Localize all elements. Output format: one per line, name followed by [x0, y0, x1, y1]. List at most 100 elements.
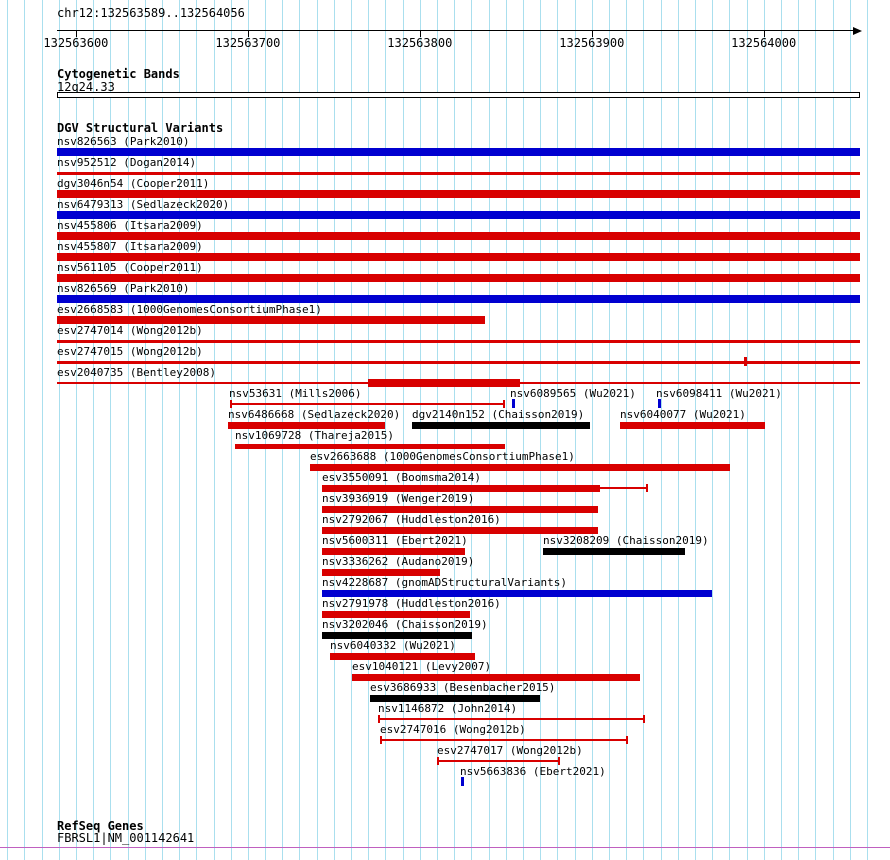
variant-label[interactable]: nsv6040332 (Wu2021): [330, 639, 456, 652]
variant-bar[interactable]: [322, 632, 472, 639]
variant-label[interactable]: nsv952512 (Dogan2014): [57, 156, 197, 169]
ruler-tick: [419, 30, 421, 37]
variant-label[interactable]: esv2040735 (Bentley2008): [57, 366, 216, 379]
variant-label[interactable]: nsv826569 (Park2010): [57, 282, 190, 295]
refseq-title: RefSeq Genes: [57, 819, 144, 833]
variant-label[interactable]: esv1040121 (Levy2007): [352, 660, 492, 673]
cytogenetic-band[interactable]: [57, 92, 860, 98]
variant-bar[interactable]: [235, 444, 505, 449]
variant-label[interactable]: dgv3046n54 (Cooper2011): [57, 177, 210, 190]
variant-bar[interactable]: [57, 361, 860, 364]
variant-label[interactable]: nsv455807 (Itsara2009): [57, 240, 203, 253]
variant-bar[interactable]: [412, 422, 590, 429]
variant-label[interactable]: nsv1146872 (John2014): [378, 702, 518, 715]
gridline: [213, 0, 215, 860]
variant-range-tick: [558, 757, 560, 765]
variant-bar[interactable]: [57, 274, 860, 282]
variant-bar[interactable]: [57, 316, 485, 324]
cytogenetic-band-label: 12q24.33: [57, 80, 115, 94]
variant-bar[interactable]: [322, 506, 598, 513]
gridline: [591, 0, 593, 860]
gridline: [265, 0, 267, 860]
gridline: [110, 0, 112, 860]
variant-bar[interactable]: [57, 172, 860, 175]
variant-range-line[interactable]: [378, 718, 645, 720]
variant-range-line[interactable]: [600, 487, 648, 489]
variant-bar[interactable]: [322, 569, 440, 576]
variant-bar[interactable]: [57, 148, 860, 156]
variant-label[interactable]: nsv5663836 (Ebert2021): [460, 765, 606, 778]
variant-bar[interactable]: [322, 590, 712, 597]
variant-range-tick: [643, 715, 645, 723]
variant-label[interactable]: esv3686933 (Besenbacher2015): [370, 681, 556, 694]
variant-bar[interactable]: [57, 295, 860, 303]
variant-label[interactable]: nsv3336262 (Audano2019): [322, 555, 475, 568]
ruler-line: [57, 30, 853, 31]
variant-bar[interactable]: [57, 340, 860, 343]
variant-label[interactable]: nsv5600311 (Ebert2021): [322, 534, 468, 547]
variant-label[interactable]: nsv3202046 (Chaisson2019): [322, 618, 488, 631]
variant-bar[interactable]: [57, 232, 860, 240]
variant-label[interactable]: esv2747015 (Wong2012b): [57, 345, 203, 358]
variant-label[interactable]: nsv6040077 (Wu2021): [620, 408, 746, 421]
gridline: [729, 0, 731, 860]
variant-bar[interactable]: [57, 211, 860, 219]
variant-label[interactable]: esv2747016 (Wong2012b): [380, 723, 526, 736]
gridline: [540, 0, 542, 860]
variant-label[interactable]: nsv3936919 (Wenger2019): [322, 492, 475, 505]
variant-range-tick: [378, 715, 380, 723]
variant-label[interactable]: nsv4228687 (gnomADStructuralVariants): [322, 576, 568, 589]
variant-label[interactable]: nsv1069728 (Thareja2015): [235, 429, 394, 442]
variant-label[interactable]: nsv561105 (Cooper2011): [57, 261, 203, 274]
variant-label[interactable]: nsv6098411 (Wu2021): [656, 387, 782, 400]
variant-bar[interactable]: [322, 485, 600, 492]
variant-label[interactable]: esv2747014 (Wong2012b): [57, 324, 203, 337]
variant-label[interactable]: esv2668583 (1000GenomesConsortiumPhase1): [57, 303, 322, 316]
variant-range-tick: [646, 484, 648, 492]
gridline: [402, 0, 404, 860]
variant-bar[interactable]: [322, 611, 470, 618]
variant-label[interactable]: nsv6089565 (Wu2021): [510, 387, 636, 400]
gridline: [93, 0, 95, 860]
gridline: [368, 0, 370, 860]
variant-label[interactable]: nsv2792067 (Huddleston2016): [322, 513, 501, 526]
variant-label[interactable]: dgv2140n152 (Chaisson2019): [412, 408, 585, 421]
gridline: [333, 0, 335, 860]
variant-label[interactable]: nsv826563 (Park2010): [57, 135, 190, 148]
variant-bar[interactable]: [57, 190, 860, 198]
gridline: [643, 0, 645, 860]
variant-tick[interactable]: [461, 777, 464, 786]
ruler-tick: [247, 30, 249, 37]
variant-label[interactable]: nsv455806 (Itsara2009): [57, 219, 203, 232]
gridline: [660, 0, 662, 860]
variant-label[interactable]: nsv3208209 (Chaisson2019): [543, 534, 709, 547]
variant-bar[interactable]: [330, 653, 475, 660]
variant-label[interactable]: nsv2791978 (Huddleston2016): [322, 597, 501, 610]
variant-label[interactable]: esv2747017 (Wong2012b): [437, 744, 583, 757]
variant-label[interactable]: nsv6486668 (Sedlazeck2020): [228, 408, 401, 421]
variant-bar[interactable]: [370, 695, 540, 702]
gridline: [712, 0, 714, 860]
variant-range-line[interactable]: [380, 739, 628, 741]
variant-bar[interactable]: [620, 422, 765, 429]
variant-range-tick: [380, 736, 382, 744]
variant-tick[interactable]: [744, 357, 747, 366]
variant-bar[interactable]: [543, 548, 685, 555]
variant-label[interactable]: nsv6479313 (Sedlazeck2020): [57, 198, 230, 211]
variant-range-line[interactable]: [437, 760, 560, 762]
refseq-gene-line[interactable]: [0, 847, 890, 848]
variant-bar[interactable]: [322, 527, 598, 534]
variant-bar[interactable]: [368, 379, 520, 387]
variant-label[interactable]: esv3550091 (Boomsma2014): [322, 471, 481, 484]
variant-range-line[interactable]: [230, 403, 505, 405]
variant-bar[interactable]: [228, 422, 385, 429]
variant-bar[interactable]: [322, 548, 465, 555]
refseq-gene-label[interactable]: FBRSL1|NM_001142641: [57, 831, 195, 845]
variant-tick[interactable]: [658, 399, 661, 408]
variant-bar[interactable]: [352, 674, 640, 681]
variant-tick[interactable]: [512, 399, 515, 408]
variant-label[interactable]: esv2663688 (1000GenomesConsortiumPhase1): [310, 450, 575, 463]
variant-label[interactable]: nsv53631 (Mills2006): [229, 387, 362, 400]
variant-bar[interactable]: [310, 464, 730, 471]
variant-bar[interactable]: [57, 253, 860, 261]
